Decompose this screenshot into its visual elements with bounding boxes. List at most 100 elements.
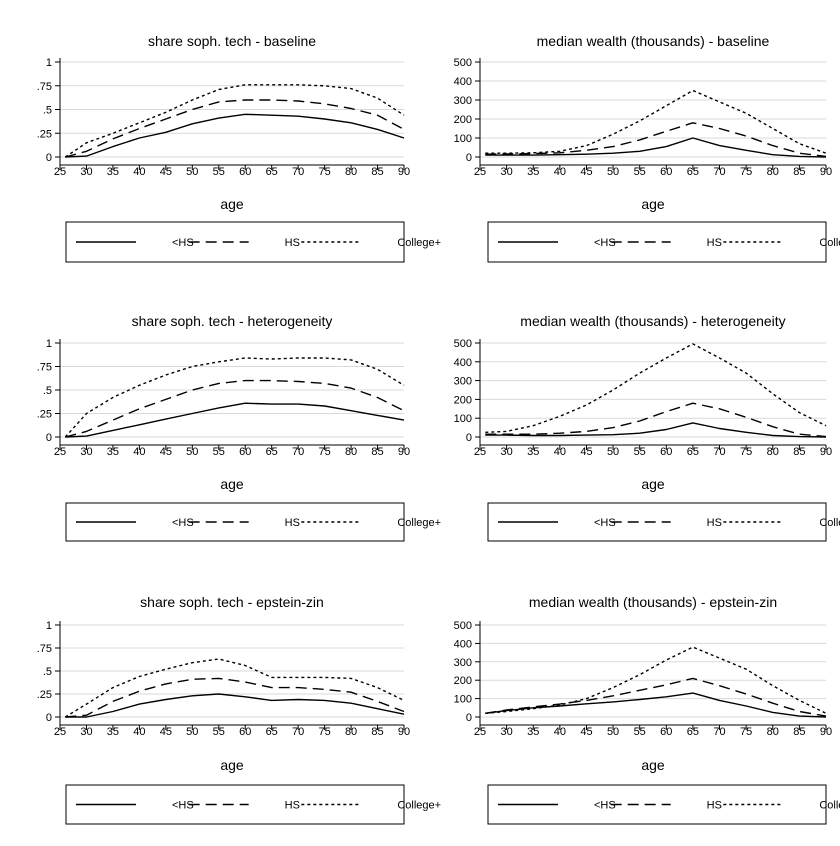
chart-title: share soph. tech - baseline (148, 33, 316, 49)
series-line-short-dash (64, 357, 405, 438)
x-tick-label: 70 (713, 726, 725, 738)
x-tick-label: 55 (634, 726, 646, 738)
y-tick-label: .75 (37, 643, 52, 655)
legend-label: <HS (594, 517, 616, 529)
x-tick-label: 25 (54, 446, 66, 458)
legend-label: College+ (819, 517, 840, 529)
x-tick-label: 50 (607, 446, 619, 458)
x-tick-label: 50 (186, 166, 198, 178)
x-tick-label: 60 (239, 166, 251, 178)
x-axis-label: age (220, 476, 244, 492)
y-tick-label: 200 (454, 675, 472, 687)
y-tick-label: .25 (37, 409, 52, 421)
x-tick-label: 75 (740, 726, 752, 738)
x-tick-label: 30 (80, 446, 92, 458)
y-tick-label: 400 (454, 76, 472, 88)
x-tick-label: 80 (767, 166, 779, 178)
series-line-solid (485, 692, 827, 718)
y-tick-label: 200 (454, 114, 472, 126)
series-line-short-dash (64, 658, 405, 718)
x-tick-label: 75 (318, 726, 330, 738)
y-tick-label: 0 (46, 152, 52, 164)
y-tick-label: .25 (37, 128, 52, 140)
x-tick-label: 30 (500, 166, 512, 178)
x-tick-label: 70 (292, 726, 304, 738)
y-tick-label: 0 (466, 152, 472, 164)
chart-title: median wealth (thousands) - baseline (537, 33, 770, 49)
x-tick-label: 50 (607, 166, 619, 178)
series-line-solid (65, 113, 405, 158)
x-tick-label: 45 (160, 446, 172, 458)
legend-label: <HS (594, 800, 616, 812)
x-tick-label: 65 (266, 166, 278, 178)
x-tick-label: 55 (213, 446, 225, 458)
series-line-short-dash (485, 89, 827, 154)
x-tick-label: 60 (239, 726, 251, 738)
legend-label: <HS (172, 517, 194, 529)
chart-panel-5: share soph. tech - epstein-zin 0 .25 .5 .75 1… (37, 594, 441, 825)
x-tick-label: 70 (292, 166, 304, 178)
x-tick-label: 85 (793, 446, 805, 458)
legend-label: College+ (819, 237, 840, 249)
chart-title: share soph. tech - epstein-zin (140, 594, 324, 610)
x-tick-label: 65 (687, 446, 699, 458)
legend-label: HS (285, 800, 300, 812)
x-tick-label: 70 (292, 446, 304, 458)
legend-label: College+ (819, 800, 840, 812)
series-line-solid (65, 693, 405, 718)
x-tick-label: 25 (474, 446, 486, 458)
x-tick-label: 45 (580, 166, 592, 178)
x-tick-label: 50 (607, 726, 619, 738)
x-tick-label: 80 (767, 726, 779, 738)
series-line-long-dash (65, 379, 405, 438)
x-tick-label: 40 (133, 166, 145, 178)
y-tick-label: 0 (466, 432, 472, 444)
x-tick-label: 40 (133, 446, 145, 458)
y-tick-label: .5 (43, 385, 52, 397)
x-tick-label: 60 (660, 446, 672, 458)
x-tick-label: 35 (527, 166, 539, 178)
y-tick-label: 400 (454, 357, 472, 369)
legend-label: <HS (594, 237, 616, 249)
x-tick-label: 35 (527, 446, 539, 458)
series-line-long-dash (65, 677, 405, 718)
x-tick-label: 75 (318, 446, 330, 458)
x-tick-label: 35 (107, 166, 119, 178)
x-tick-label: 65 (687, 166, 699, 178)
chart-title: median wealth (thousands) - heterogeneit… (520, 313, 785, 329)
x-tick-label: 65 (266, 446, 278, 458)
x-tick-label: 30 (500, 726, 512, 738)
series-line-short-dash (485, 343, 827, 433)
series-line-long-dash (485, 677, 827, 717)
x-tick-label: 65 (266, 726, 278, 738)
x-tick-label: 90 (398, 166, 410, 178)
x-tick-label: 90 (398, 446, 410, 458)
x-tick-label: 80 (345, 726, 357, 738)
series-line-solid (485, 137, 827, 158)
x-tick-label: 45 (580, 726, 592, 738)
legend-label: College+ (397, 237, 441, 249)
x-tick-label: 75 (740, 166, 752, 178)
x-tick-label: 30 (80, 166, 92, 178)
y-tick-label: 100 (454, 413, 472, 425)
x-tick-label: 80 (345, 166, 357, 178)
series-line-long-dash (485, 402, 827, 438)
x-tick-label: 60 (660, 166, 672, 178)
x-tick-label: 85 (371, 446, 383, 458)
legend-label: HS (707, 237, 722, 249)
legend-label: HS (285, 517, 300, 529)
x-axis-label: age (220, 757, 244, 773)
x-tick-label: 90 (820, 726, 832, 738)
series-line-long-dash (65, 99, 405, 158)
series-line-solid (65, 402, 405, 438)
x-tick-label: 85 (793, 726, 805, 738)
x-tick-label: 85 (371, 726, 383, 738)
y-tick-label: 0 (46, 712, 52, 724)
x-tick-label: 45 (160, 726, 172, 738)
x-tick-label: 80 (767, 446, 779, 458)
legend-label: <HS (172, 800, 194, 812)
x-tick-label: 40 (554, 446, 566, 458)
y-tick-label: 0 (46, 432, 52, 444)
